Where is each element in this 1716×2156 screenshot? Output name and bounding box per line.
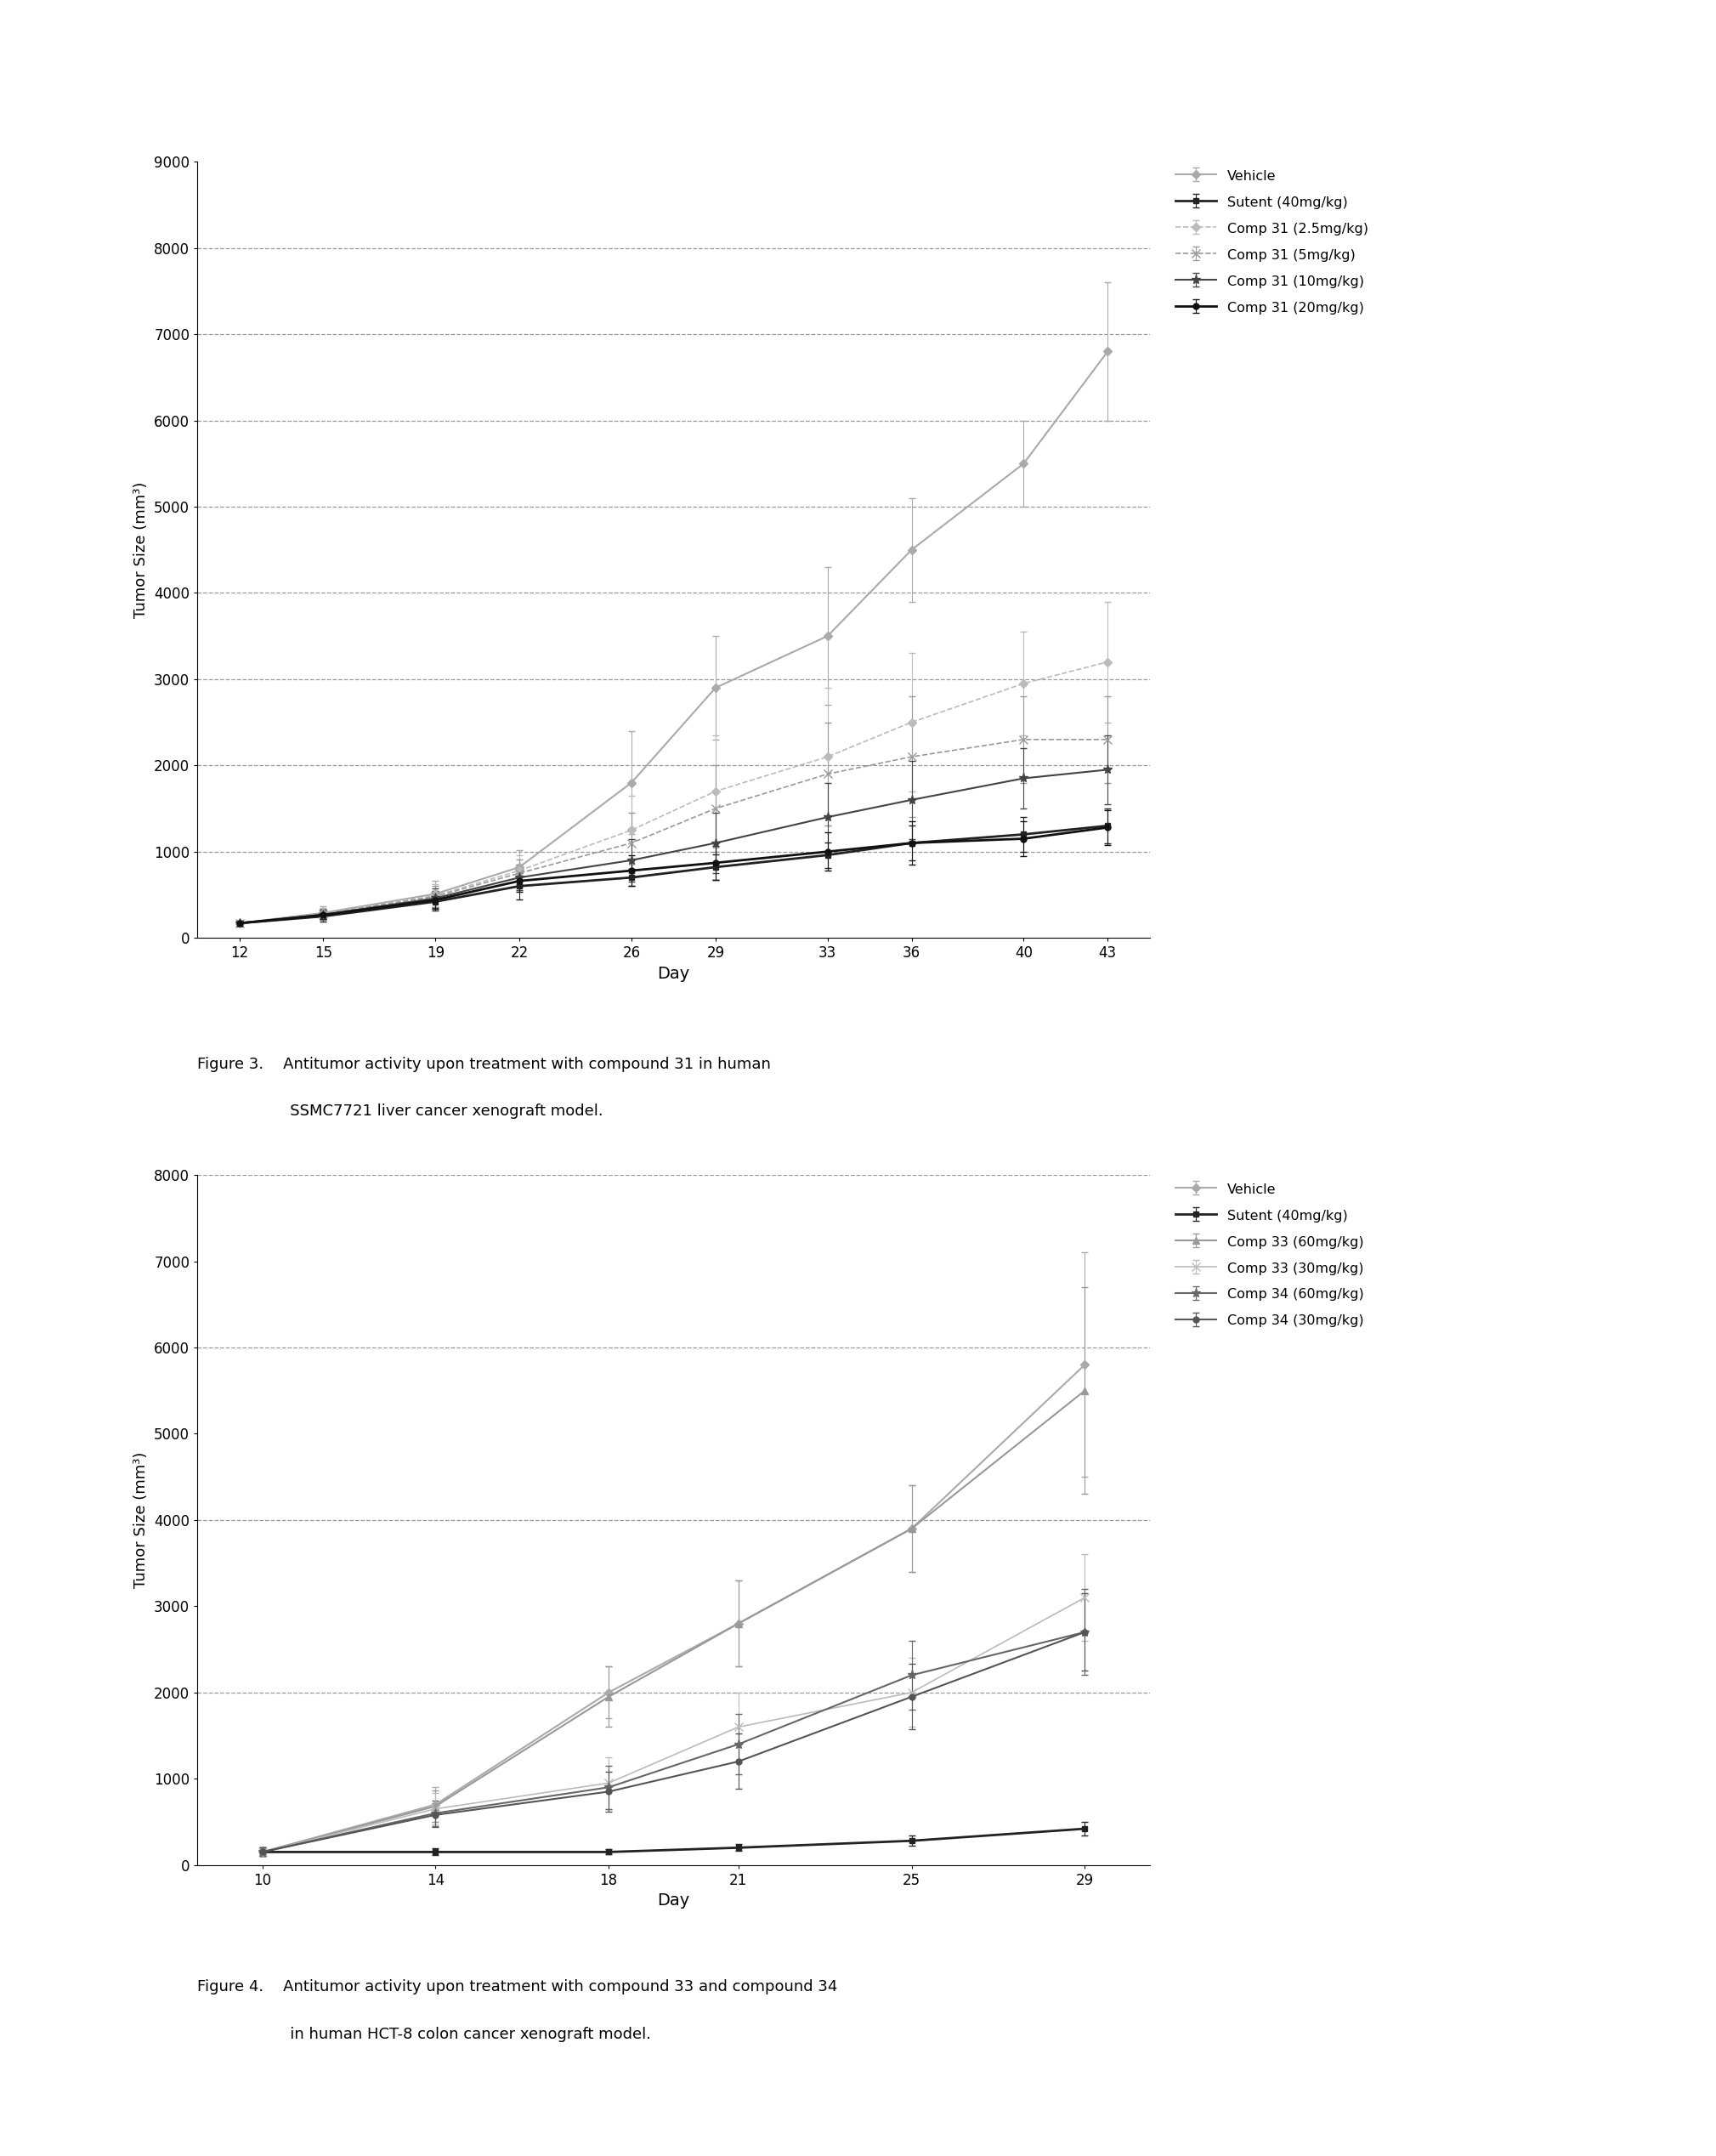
Y-axis label: Tumor Size (mm³): Tumor Size (mm³) (134, 481, 149, 619)
Legend: Vehicle, Sutent (40mg/kg), Comp 31 (2.5mg/kg), Comp 31 (5mg/kg), Comp 31 (10mg/k: Vehicle, Sutent (40mg/kg), Comp 31 (2.5m… (1175, 168, 1368, 315)
X-axis label: Day: Day (657, 966, 690, 981)
Text: Figure 4.    Antitumor activity upon treatment with compound 33 and compound 34: Figure 4. Antitumor activity upon treatm… (197, 1979, 837, 1994)
Legend: Vehicle, Sutent (40mg/kg), Comp 33 (60mg/kg), Comp 33 (30mg/kg), Comp 34 (60mg/k: Vehicle, Sutent (40mg/kg), Comp 33 (60mg… (1175, 1181, 1364, 1328)
Text: SSMC7721 liver cancer xenograft model.: SSMC7721 liver cancer xenograft model. (197, 1104, 604, 1119)
Text: Figure 3.    Antitumor activity upon treatment with compound 31 in human: Figure 3. Antitumor activity upon treatm… (197, 1056, 770, 1072)
Y-axis label: Tumor Size (mm³): Tumor Size (mm³) (134, 1451, 149, 1589)
Text: in human HCT-8 colon cancer xenograft model.: in human HCT-8 colon cancer xenograft mo… (197, 2027, 650, 2042)
X-axis label: Day: Day (657, 1893, 690, 1908)
